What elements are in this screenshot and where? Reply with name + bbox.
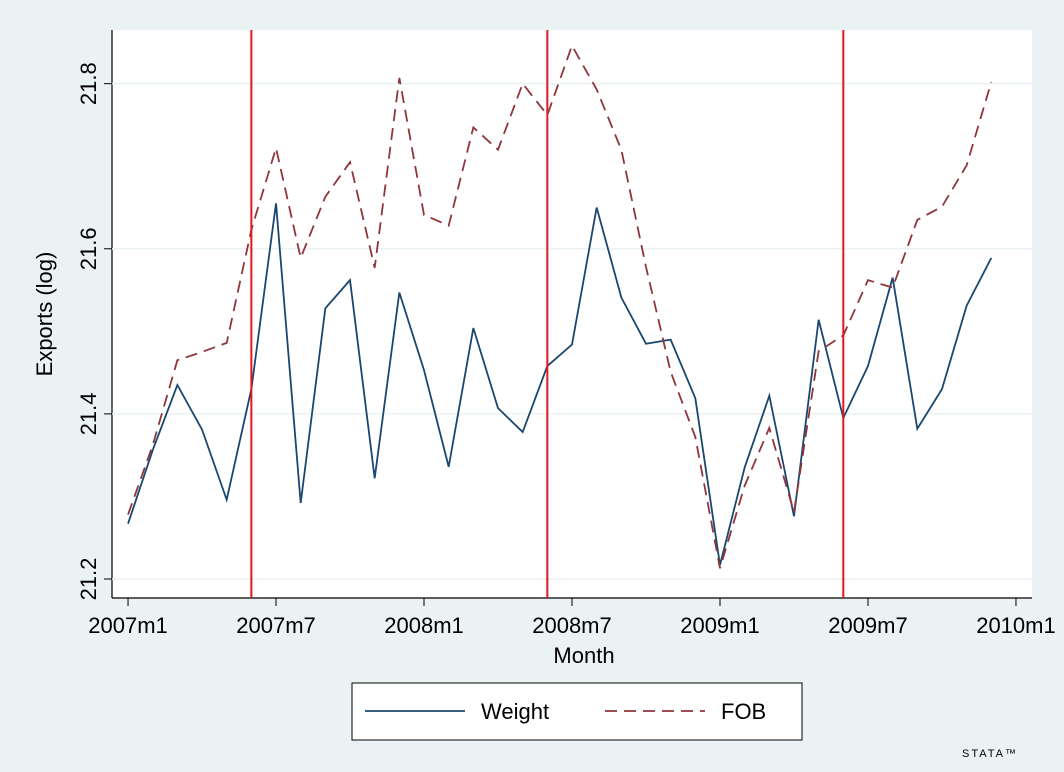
logo: STATA™ xyxy=(962,748,1018,760)
x-axis-label: Month xyxy=(553,643,614,668)
y-tick-label: 21.6 xyxy=(76,227,101,270)
series-line xyxy=(127,43,993,569)
x-tick-label: 2008m1 xyxy=(384,613,464,638)
x-tick-label: 2007m7 xyxy=(236,613,316,638)
x-tick-label: 2007m1 xyxy=(88,613,168,638)
y-tick-label: 21.8 xyxy=(76,62,101,105)
x-tick-label: 2009m1 xyxy=(680,613,760,638)
plot-area xyxy=(112,30,1032,598)
x-tick-label: 2008m7 xyxy=(532,613,612,638)
y-tick-label: 21.4 xyxy=(76,392,101,435)
y-tick-label: 21.2 xyxy=(76,558,101,601)
series-line xyxy=(127,203,993,566)
x-tick-label: 2009m7 xyxy=(828,613,908,638)
legend-label: FOB xyxy=(721,699,766,724)
legend-label: Weight xyxy=(481,699,549,724)
y-axis-label: Exports (log) xyxy=(32,252,57,377)
x-tick-label: 2010m1 xyxy=(976,613,1056,638)
